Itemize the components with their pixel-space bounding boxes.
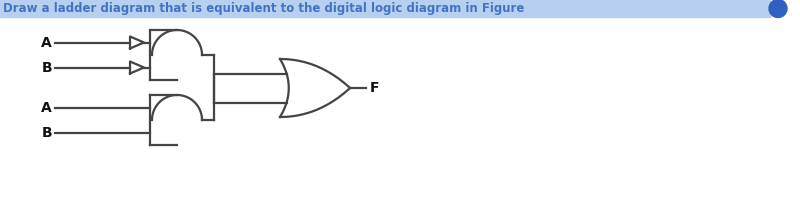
Text: A: A — [42, 101, 52, 114]
Text: A: A — [42, 35, 52, 50]
Text: B: B — [42, 125, 52, 139]
Text: F: F — [370, 81, 379, 95]
Text: Draw a ladder diagram that is equivalent to the digital logic diagram in Figure: Draw a ladder diagram that is equivalent… — [3, 2, 524, 15]
Text: B: B — [42, 61, 52, 75]
Circle shape — [769, 0, 787, 18]
